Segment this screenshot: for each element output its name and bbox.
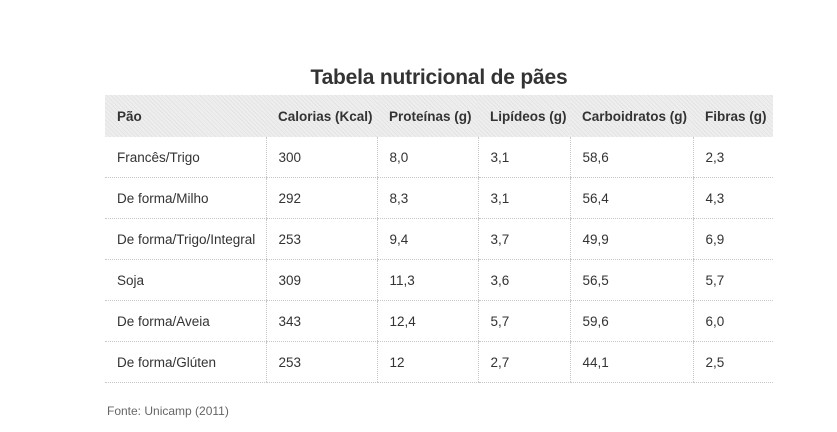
table-row: De forma/Aveia 343 12,4 5,7 59,6 6,0: [105, 300, 773, 342]
cell-proteins: 8,3: [376, 177, 478, 219]
header-fibers: Fibras (g): [693, 95, 773, 137]
table-row: De forma/Trigo/Integral 253 9,4 3,7 49,9…: [105, 218, 773, 260]
cell-calories: 292: [265, 177, 377, 219]
cell-fibers: 6,0: [692, 300, 773, 342]
table-row: De forma/Milho 292 8,3 3,1 56,4 4,3: [105, 177, 773, 219]
header-bread: Pão: [105, 95, 266, 137]
cell-proteins: 11,3: [376, 259, 478, 301]
cell-carbohydrates: 44,1: [569, 341, 693, 383]
cell-carbohydrates: 56,4: [569, 177, 693, 219]
cell-carbohydrates: 56,5: [569, 259, 693, 301]
cell-bread: De forma/Milho: [105, 177, 266, 219]
header-calories: Calorias (Kcal): [266, 95, 377, 137]
cell-calories: 253: [265, 218, 377, 260]
table-row: Francês/Trigo 300 8,0 3,1 58,6 2,3: [105, 137, 773, 178]
cell-calories: 343: [265, 300, 377, 342]
cell-lipids: 3,7: [477, 218, 570, 260]
cell-calories: 300: [265, 137, 377, 178]
source-note: Fonte: Unicamp (2011): [107, 404, 229, 418]
cell-proteins: 12,4: [376, 300, 478, 342]
table-header-row: Pão Calorias (Kcal) Proteínas (g) Lipíde…: [105, 95, 773, 137]
cell-bread: Francês/Trigo: [105, 137, 266, 178]
cell-fibers: 5,7: [692, 259, 773, 301]
cell-lipids: 3,1: [477, 137, 570, 178]
cell-proteins: 9,4: [376, 218, 478, 260]
cell-fibers: 2,5: [692, 341, 773, 383]
cell-lipids: 5,7: [477, 300, 570, 342]
cell-bread: De forma/Trigo/Integral: [105, 218, 266, 260]
table-row: De forma/Glúten 253 12 2,7 44,1 2,5: [105, 341, 773, 383]
cell-calories: 309: [265, 259, 377, 301]
header-carbohydrates: Carboidratos (g): [570, 95, 693, 137]
cell-lipids: 2,7: [477, 341, 570, 383]
cell-calories: 253: [265, 341, 377, 383]
header-lipids: Lipídeos (g): [478, 95, 570, 137]
cell-lipids: 3,6: [477, 259, 570, 301]
cell-carbohydrates: 59,6: [569, 300, 693, 342]
table-row: Soja 309 11,3 3,6 56,5 5,7: [105, 259, 773, 301]
cell-fibers: 4,3: [692, 177, 773, 219]
table-title: Tabela nutricional de pães: [310, 66, 568, 89]
cell-proteins: 8,0: [376, 137, 478, 178]
nutrition-table: Pão Calorias (Kcal) Proteínas (g) Lipíde…: [105, 95, 773, 383]
cell-lipids: 3,1: [477, 177, 570, 219]
cell-bread: De forma/Glúten: [105, 341, 266, 383]
cell-carbohydrates: 49,9: [569, 218, 693, 260]
cell-carbohydrates: 58,6: [569, 137, 693, 178]
cell-fibers: 6,9: [692, 218, 773, 260]
cell-bread: De forma/Aveia: [105, 300, 266, 342]
cell-fibers: 2,3: [692, 137, 773, 178]
header-proteins: Proteínas (g): [377, 95, 478, 137]
cell-bread: Soja: [105, 259, 266, 301]
cell-proteins: 12: [376, 341, 478, 383]
